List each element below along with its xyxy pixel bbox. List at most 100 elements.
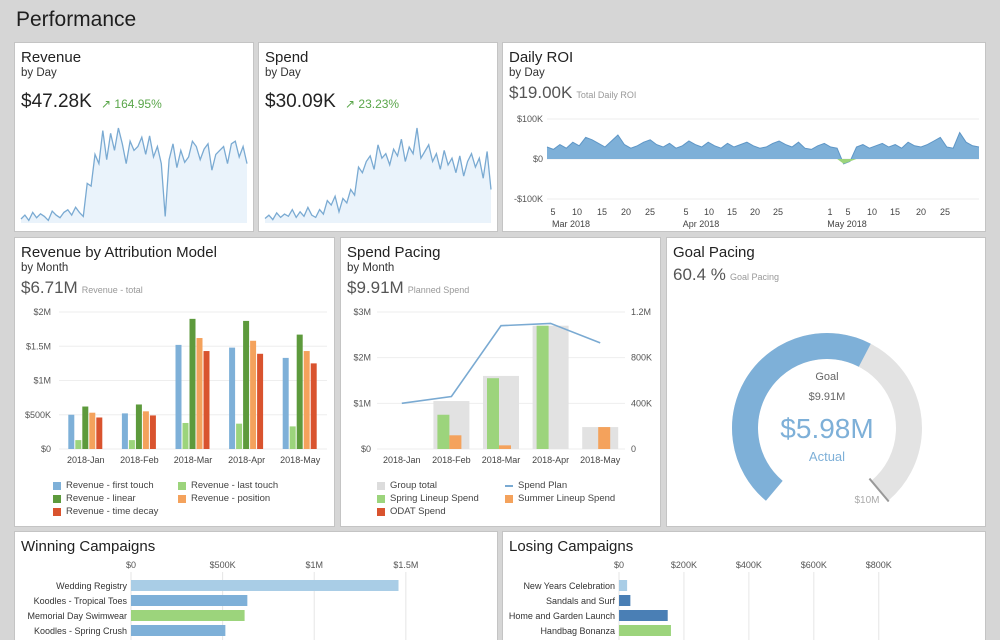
spend-pacing-chart: $3M $2M $1M $0 1.2M 800K 400K 0 2018-Jan 2018-Feb…	[353, 307, 652, 465]
roi-panel[interactable]: Daily ROI by Day $19.00K Total Daily ROI …	[502, 42, 986, 232]
bar	[96, 417, 103, 449]
bar	[189, 318, 196, 449]
attribution-bar-chart: $2M $1.5M $1M $500K $0 2018-Jan 2018-Feb 2018-M…	[25, 307, 327, 465]
legend-label: ODAT Spend	[390, 506, 446, 517]
bar	[131, 580, 399, 591]
x-tick-label: 20	[750, 207, 760, 217]
spend-subtitle: by Day	[265, 67, 301, 79]
roi-subtitle: by Day	[509, 67, 545, 79]
category-label: Koodles - Spring Crush	[34, 626, 127, 636]
x-tick-label: 15	[890, 207, 900, 217]
x-tick-label: 2018-Jan	[383, 455, 421, 465]
bar	[135, 404, 142, 449]
bar-spring	[437, 414, 450, 449]
spend-title: Spend	[265, 49, 309, 66]
x-tick-label: 25	[940, 207, 950, 217]
spend-panel[interactable]: Spend by Day $30.09K ↗ 23.23%	[258, 42, 498, 232]
legend-item: Spend Plan	[505, 479, 567, 492]
bar	[310, 363, 317, 449]
gauge-actual-value: $5.98M	[780, 413, 873, 444]
x-tick-label: 1	[827, 207, 832, 217]
goal-pacing-panel[interactable]: Goal Pacing 60.4 % Goal Pacing Goal $9.91M…	[666, 237, 986, 527]
sparkline-area	[21, 128, 247, 223]
roi-value-number: $19.00K	[509, 83, 573, 102]
bar	[203, 351, 210, 449]
bar	[296, 334, 303, 449]
winning-bar-chart: $0 $500K $1M $1.5M Wedding Registry Koodles -…	[27, 560, 418, 640]
x-tick-label: $600K	[801, 560, 827, 570]
x-tick-label: $400K	[736, 560, 762, 570]
y-tick-label: $1M	[353, 398, 371, 408]
category-label: Handbag Bonanza	[540, 626, 615, 636]
bar	[131, 610, 245, 621]
x-tick-label: $800K	[866, 560, 892, 570]
month-label: Mar 2018	[552, 219, 590, 229]
spend-pacing-panel[interactable]: Spend Pacing by Month $9.91M Planned Spen…	[340, 237, 661, 527]
trend-up-icon: ↗	[101, 97, 112, 111]
revenue-delta-value: 164.95%	[114, 97, 162, 111]
category-label: New Years Celebration	[523, 581, 615, 591]
x-tick-label: $0	[126, 560, 136, 570]
legend-item: Revenue - last touch	[178, 479, 278, 492]
x-tick-label: $0	[614, 560, 624, 570]
roi-area	[547, 132, 979, 164]
category-label: Memorial Day Swimwear	[27, 611, 127, 621]
y-tick-label: $2M	[353, 353, 371, 363]
x-tick-label: 2018-Mar	[174, 455, 213, 465]
revenue-value: $47.28K	[21, 91, 92, 112]
y-tick-label: $0	[533, 154, 543, 164]
revenue-title: Revenue	[21, 49, 82, 66]
roi-value-note: Total Daily ROI	[576, 90, 637, 100]
attribution-title: Revenue by Attribution Model	[21, 244, 217, 261]
x-tick-label: 20	[916, 207, 926, 217]
legend-swatch	[53, 481, 61, 490]
spend-pacing-value-number: $9.91M	[347, 278, 404, 297]
goal-pacing-value: 60.4 % Goal Pacing	[673, 265, 779, 285]
month-label: May 2018	[827, 219, 867, 229]
bar	[303, 351, 310, 449]
bar	[82, 406, 89, 449]
legend-swatch	[505, 484, 513, 487]
bar-summer	[449, 435, 462, 449]
bar	[289, 426, 296, 449]
bar	[131, 625, 226, 636]
legend-swatch	[53, 507, 61, 516]
x-tick-label: 10	[704, 207, 714, 217]
gauge-goal-marker	[868, 477, 890, 503]
x-tick-label: $1.5M	[393, 560, 418, 570]
losing-campaigns-panel[interactable]: Losing Campaigns $0 $200K $400K $600K $800K N…	[502, 531, 986, 640]
x-tick-label: 2018-Feb	[432, 455, 471, 465]
x-tick-label: 15	[727, 207, 737, 217]
y-tick-label: $100K	[517, 114, 543, 124]
y-tick-label: $1M	[33, 376, 51, 386]
bar	[131, 595, 248, 606]
bar	[89, 412, 96, 449]
x-tick-label: 20	[621, 207, 631, 217]
spend-plan-line	[401, 322, 601, 405]
x-tick-label: $500K	[210, 560, 236, 570]
category-label: Home and Garden Launch	[509, 611, 615, 621]
attribution-value-number: $6.71M	[21, 278, 78, 297]
bar	[243, 320, 250, 449]
goal-gauge: Goal $9.91M $5.98M Actual $10M	[732, 333, 922, 506]
legend-swatch	[377, 494, 385, 503]
y-tick-label: $2M	[33, 307, 51, 317]
attribution-panel[interactable]: Revenue by Attribution Model by Month $6…	[14, 237, 335, 527]
x-tick-label: $1M	[305, 560, 323, 570]
bar	[75, 440, 82, 449]
legend-item: ODAT Spend	[377, 505, 657, 518]
y2-tick-label: 0	[631, 444, 636, 454]
legend-item: Summer Lineup Spend	[505, 492, 615, 505]
revenue-sparkline	[20, 127, 248, 223]
legend-item: Revenue - time decay	[53, 505, 333, 518]
bar-summer	[499, 445, 511, 449]
revenue-panel[interactable]: Revenue by Day $47.28K ↗ 164.95%	[14, 42, 254, 232]
losing-bar-chart: $0 $200K $400K $600K $800K New Years Celebrat…	[509, 560, 892, 640]
bar	[229, 347, 236, 449]
attribution-subtitle: by Month	[21, 262, 69, 274]
x-tick-label: 25	[645, 207, 655, 217]
x-tick-label: 2018-Apr	[532, 455, 569, 465]
winning-campaigns-panel[interactable]: Winning Campaigns $0 $500K $1M $1.5M Wedding…	[14, 531, 498, 640]
trend-up-icon: ↗	[345, 97, 356, 111]
